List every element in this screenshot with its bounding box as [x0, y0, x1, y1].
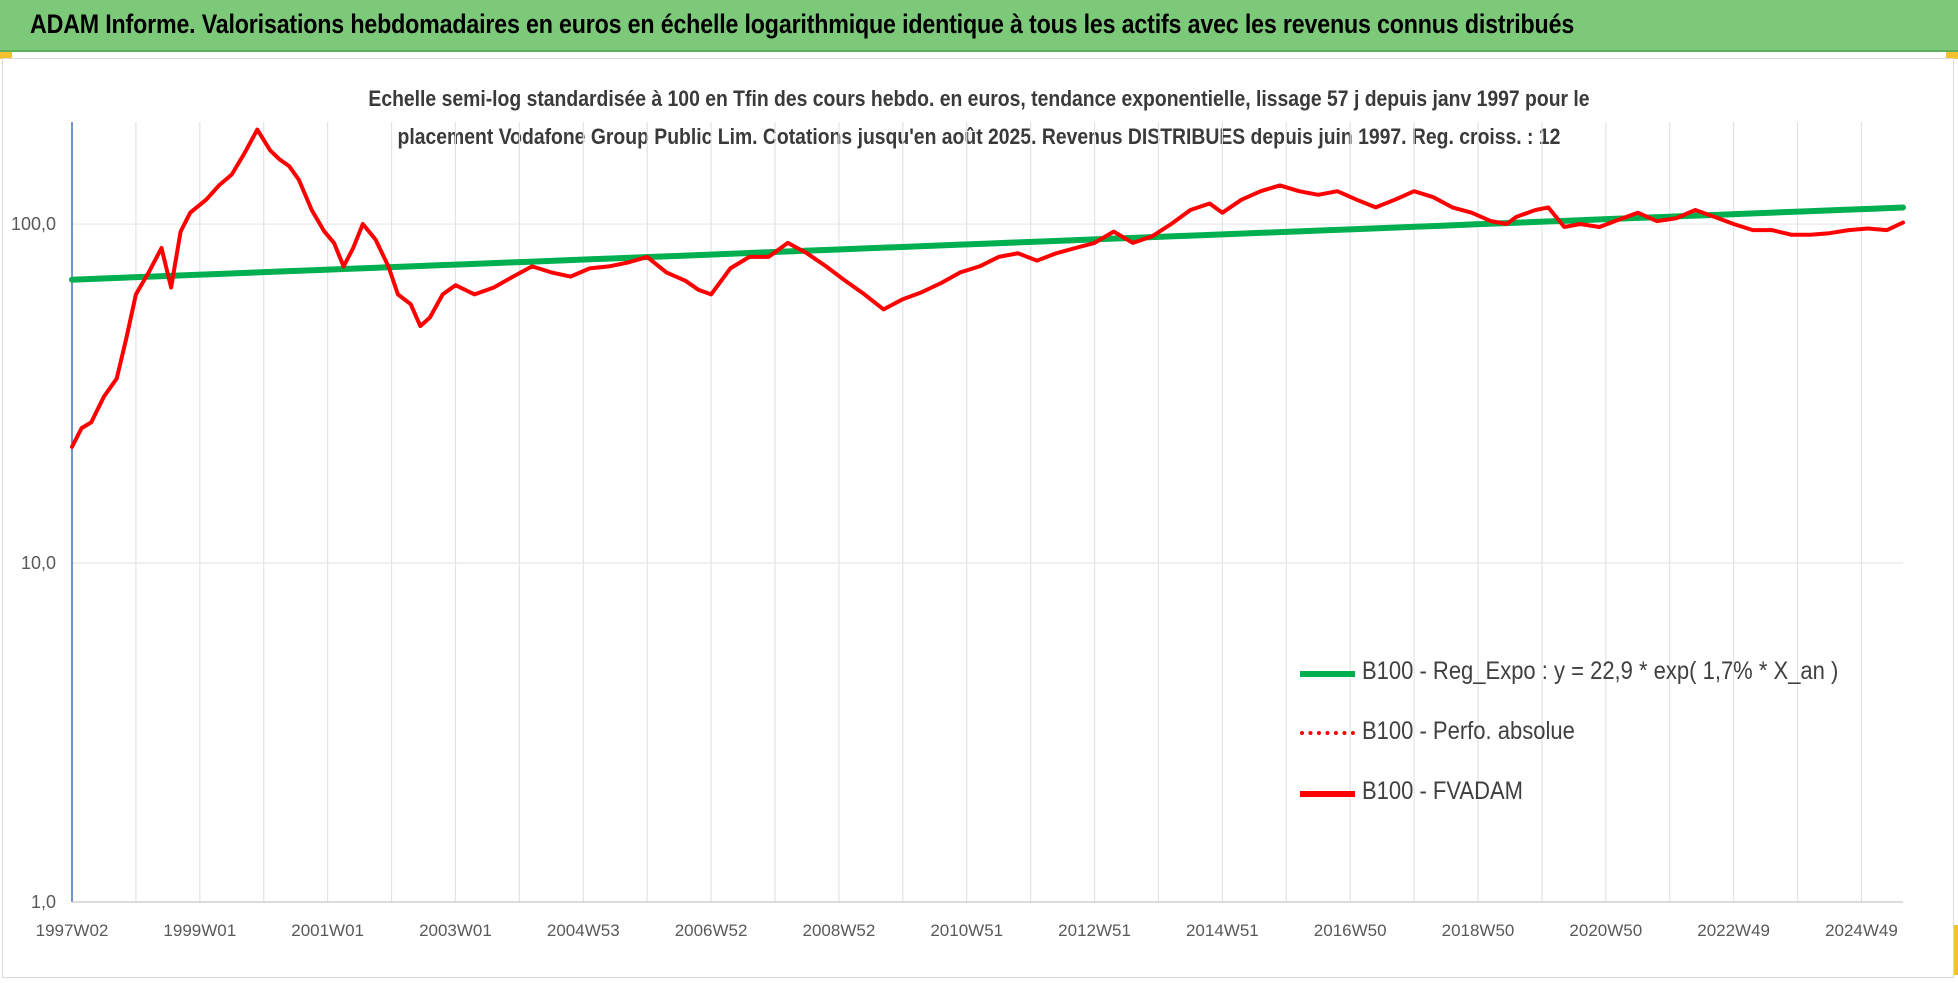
chart-subtitle-line-2: placement Vodafone Group Public Lim. Cot…	[397, 124, 1561, 149]
x-tick-label: 2018W50	[1442, 921, 1515, 940]
chart-subtitle-line-1: Echelle semi-log standardisée à 100 en T…	[368, 86, 1590, 111]
axes	[71, 122, 1903, 903]
x-tick-label: 2008W52	[803, 921, 876, 940]
x-tick-label: 2004W53	[547, 921, 620, 940]
y-tick-label: 100,0	[11, 214, 56, 234]
tick-labels: 1,0 10,0 100,0 1997W02 1999W01 2001W01 2003W01…	[11, 214, 1898, 940]
series-line-regression	[69, 204, 1906, 283]
page-title: ADAM Informe. Valorisations hebdomadaire…	[30, 9, 1575, 39]
legend-swatch-fvadam	[1300, 791, 1355, 797]
grid	[72, 122, 1903, 903]
x-tick-label: 2010W51	[930, 921, 1003, 940]
x-tick-label: 2024W49	[1825, 921, 1898, 940]
x-tick-label: 2022W49	[1697, 921, 1770, 940]
x-tick-label: 2014W51	[1186, 921, 1259, 940]
legend-label-regression: B100 - Reg_Expo : y = 22,9 * exp( 1,7% *…	[1362, 657, 1839, 685]
x-tick-label: 2016W50	[1314, 921, 1387, 940]
y-tick-label: 1,0	[31, 892, 56, 912]
y-tick-label: 10,0	[21, 553, 56, 573]
legend-swatch-regression	[1300, 671, 1355, 677]
x-tick-label: 2006W52	[675, 921, 748, 940]
legend-swatch-perf	[1300, 731, 1355, 735]
x-tick-label: 1997W02	[36, 921, 109, 940]
chart-frame	[2, 58, 1954, 978]
header-banner: ADAM Informe. Valorisations hebdomadaire…	[0, 0, 1958, 52]
legend-label-perf: B100 - Perfo. absolue	[1362, 717, 1575, 745]
legend-label-fvadam: B100 - FVADAM	[1362, 777, 1523, 805]
corner-mark-top-right	[1946, 52, 1958, 59]
x-tick-label: 2001W01	[291, 921, 364, 940]
x-tick-label: 1999W01	[163, 921, 236, 940]
x-tick-label: 2012W51	[1058, 921, 1131, 940]
x-tick-label: 2003W01	[419, 921, 492, 940]
corner-mark-top-left	[0, 52, 12, 59]
corner-mark-bottom-right	[1954, 925, 1958, 975]
x-tick-label: 2020W50	[1569, 921, 1642, 940]
series	[69, 127, 1906, 449]
series-line-fvadam	[70, 127, 1905, 449]
